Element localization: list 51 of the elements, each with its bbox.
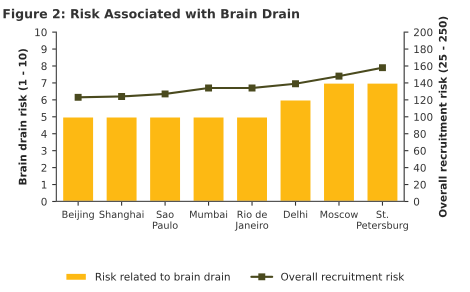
point [248,84,256,92]
bar [148,116,182,202]
bar [366,82,399,202]
y-tick-label: 2 [42,164,46,172]
y2-tick-label: 120 [414,96,432,104]
y-tick-label: 4 [41,130,47,138]
x-tick-label: Sao Paulo [152,210,178,229]
point [205,84,212,92]
point [162,90,169,98]
x-tick-label: Mumbai [190,210,228,218]
x-tick-label: Shanghai [100,210,144,220]
y2-tick-label: 200 [414,28,432,36]
chart-title: Figure 2: Risk Associated with Brain Drain [4,8,300,21]
point [292,80,299,88]
y2-tick-label: 20 [414,180,426,189]
y-tick-label: 5 [42,113,46,121]
x-tick-label: Delhi [284,210,308,218]
x-tick-label: Beijing [62,210,94,220]
legend-label: Risk related to brain drain [96,272,230,281]
y-axis-title: Brain drain risk (1 - 10) [18,49,28,184]
point [378,64,386,72]
point [74,94,82,101]
x-tick-label: Moscow [320,210,358,218]
y2-tick-label: 40 [414,164,426,172]
bar [279,99,312,202]
x-tick-label: Rio de Janeiro [234,210,268,231]
y2-tick-label: 160 [414,62,432,70]
y-tick-label: 0 [41,198,47,206]
bar [322,82,356,202]
bar [105,116,138,202]
legend-label: Overall recruitment risk [281,272,404,281]
point [336,72,342,80]
y-tick-label: 6 [41,96,47,104]
y2-tick-label: 100 [414,113,432,121]
bar [236,116,268,202]
y-tick-label: 3 [42,146,47,155]
y2-tick-label: 140 [414,79,432,88]
y-tick-label: 1 [42,180,46,188]
point [118,93,126,100]
y2-tick-label: 80 [414,130,426,138]
x-tick-label: St. Petersburg [357,210,408,231]
y-tick-label: 10 [35,28,47,36]
y2-tick-label: 180 [414,45,432,54]
y-tick-label: 7 [42,79,46,87]
bar [62,116,94,202]
y-tick-label: 8 [41,62,47,70]
y2-tick-label: 0 [414,198,420,206]
y-tick-label: 9 [41,45,47,54]
y2-tick-label: 60 [414,146,426,155]
y2-axis-title: Overall recruitment risk (25 - 250) [438,16,448,218]
bar [192,116,225,202]
